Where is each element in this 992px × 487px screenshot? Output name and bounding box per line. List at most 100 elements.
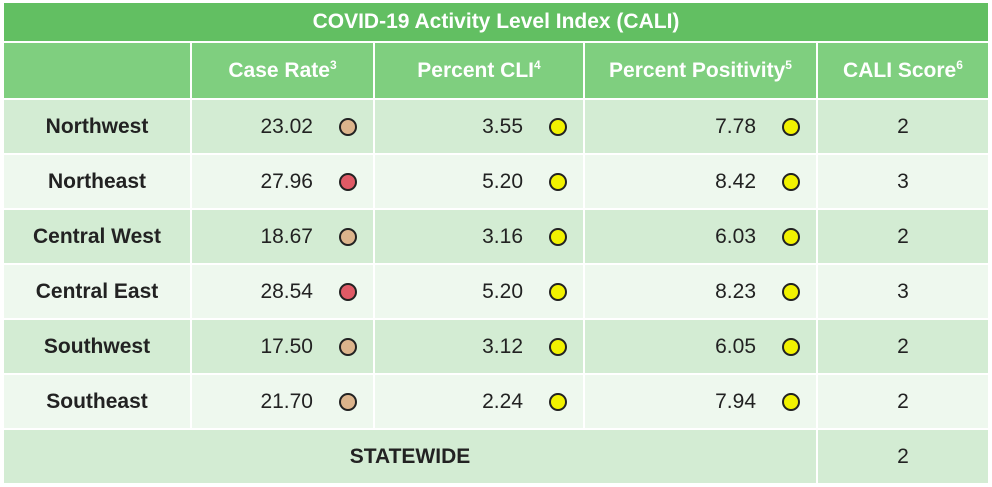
corner-cell	[2, 41, 192, 100]
data-row: Northwest 23.02 3.55 7.78 2	[2, 98, 990, 155]
value-text: 7.78	[715, 114, 756, 138]
statewide-row: STATEWIDE 2	[2, 428, 990, 485]
value-text: 3.16	[482, 224, 523, 248]
value-text: 2.24	[482, 389, 523, 413]
value-wrap: 23.02	[192, 115, 373, 139]
value-cell: 3.55	[373, 98, 585, 155]
level-dot	[782, 172, 800, 191]
value-wrap: 3.12	[375, 335, 583, 359]
column-header-note: 5	[785, 58, 792, 72]
value-cell: 3.12	[373, 318, 585, 375]
data-row: Southeast 21.70 2.24 7.94 2	[2, 373, 990, 430]
region-cell: Central East	[2, 263, 192, 320]
statewide-score: 2	[816, 428, 990, 485]
value-text: 5.20	[482, 279, 523, 303]
value-wrap: 28.54	[192, 280, 373, 304]
value-text: 23.02	[260, 114, 313, 138]
score-cell: 3	[816, 153, 990, 210]
column-header-text: Percent Positivity	[609, 59, 786, 82]
column-header: Case Rate3	[190, 41, 375, 100]
column-header-note: 6	[956, 58, 963, 72]
value-text: 5.20	[482, 169, 523, 193]
data-row: Central West 18.67 3.16 6.03 2	[2, 208, 990, 265]
level-dot	[782, 282, 800, 301]
column-header-text: CALI Score	[843, 59, 957, 82]
level-dot	[339, 282, 357, 301]
value-text: 7.94	[715, 389, 756, 413]
value-wrap: 7.94	[585, 390, 816, 414]
value-text: 6.05	[715, 334, 756, 358]
value-cell: 27.96	[190, 153, 375, 210]
title-row: COVID-19 Activity Level Index (CALI)	[2, 1, 990, 43]
score-cell: 2	[816, 208, 990, 265]
level-dot	[339, 172, 357, 191]
value-wrap: 6.05	[585, 335, 816, 359]
value-text: 21.70	[260, 389, 313, 413]
value-text: 27.96	[260, 169, 313, 193]
value-wrap: 18.67	[192, 225, 373, 249]
level-dot	[549, 117, 567, 136]
value-cell: 17.50	[190, 318, 375, 375]
value-cell: 3.16	[373, 208, 585, 265]
level-dot	[549, 337, 567, 356]
level-dot	[782, 392, 800, 411]
value-cell: 5.20	[373, 153, 585, 210]
value-cell: 8.42	[583, 153, 818, 210]
score-cell: 2	[816, 373, 990, 430]
table-title: COVID-19 Activity Level Index (CALI)	[2, 1, 990, 43]
region-cell: Northeast	[2, 153, 192, 210]
value-text: 3.55	[482, 114, 523, 138]
value-wrap: 3.16	[375, 225, 583, 249]
level-dot	[782, 117, 800, 136]
level-dot	[782, 227, 800, 246]
value-wrap: 5.20	[375, 280, 583, 304]
column-header: Percent Positivity5	[583, 41, 818, 100]
value-text: 17.50	[260, 334, 313, 358]
data-row: Central East 28.54 5.20 8.23 3	[2, 263, 990, 320]
header-row: Case Rate3 Percent CLI4 Percent Positivity…	[2, 41, 990, 100]
data-row: Northeast 27.96 5.20 8.42 3	[2, 153, 990, 210]
value-text: 6.03	[715, 224, 756, 248]
value-wrap: 2.24	[375, 390, 583, 414]
score-cell: 2	[816, 98, 990, 155]
value-cell: 6.03	[583, 208, 818, 265]
level-dot	[549, 282, 567, 301]
score-cell: 3	[816, 263, 990, 320]
score-cell: 2	[816, 318, 990, 375]
value-wrap: 27.96	[192, 170, 373, 194]
level-dot	[549, 227, 567, 246]
value-wrap: 17.50	[192, 335, 373, 359]
column-header-text: Percent CLI	[417, 59, 534, 82]
value-wrap: 21.70	[192, 390, 373, 414]
value-wrap: 8.23	[585, 280, 816, 304]
region-cell: Southwest	[2, 318, 192, 375]
value-cell: 2.24	[373, 373, 585, 430]
value-cell: 8.23	[583, 263, 818, 320]
value-text: 3.12	[482, 334, 523, 358]
value-wrap: 3.55	[375, 115, 583, 139]
level-dot	[339, 337, 357, 356]
column-header: CALI Score6	[816, 41, 990, 100]
region-cell: Northwest	[2, 98, 192, 155]
column-header-text: Case Rate	[228, 59, 330, 82]
value-cell: 7.94	[583, 373, 818, 430]
value-text: 28.54	[260, 279, 313, 303]
region-cell: Southeast	[2, 373, 192, 430]
level-dot	[339, 117, 357, 136]
value-cell: 23.02	[190, 98, 375, 155]
level-dot	[782, 337, 800, 356]
value-wrap: 8.42	[585, 170, 816, 194]
value-wrap: 6.03	[585, 225, 816, 249]
value-cell: 7.78	[583, 98, 818, 155]
column-header-note: 3	[329, 58, 337, 72]
value-cell: 6.05	[583, 318, 818, 375]
value-cell: 18.67	[190, 208, 375, 265]
level-dot	[549, 392, 567, 411]
region-cell: Central West	[2, 208, 192, 265]
level-dot	[549, 172, 567, 191]
value-cell: 28.54	[190, 263, 375, 320]
value-wrap: 7.78	[585, 115, 816, 139]
value-cell: 21.70	[190, 373, 375, 430]
value-cell: 5.20	[373, 263, 585, 320]
